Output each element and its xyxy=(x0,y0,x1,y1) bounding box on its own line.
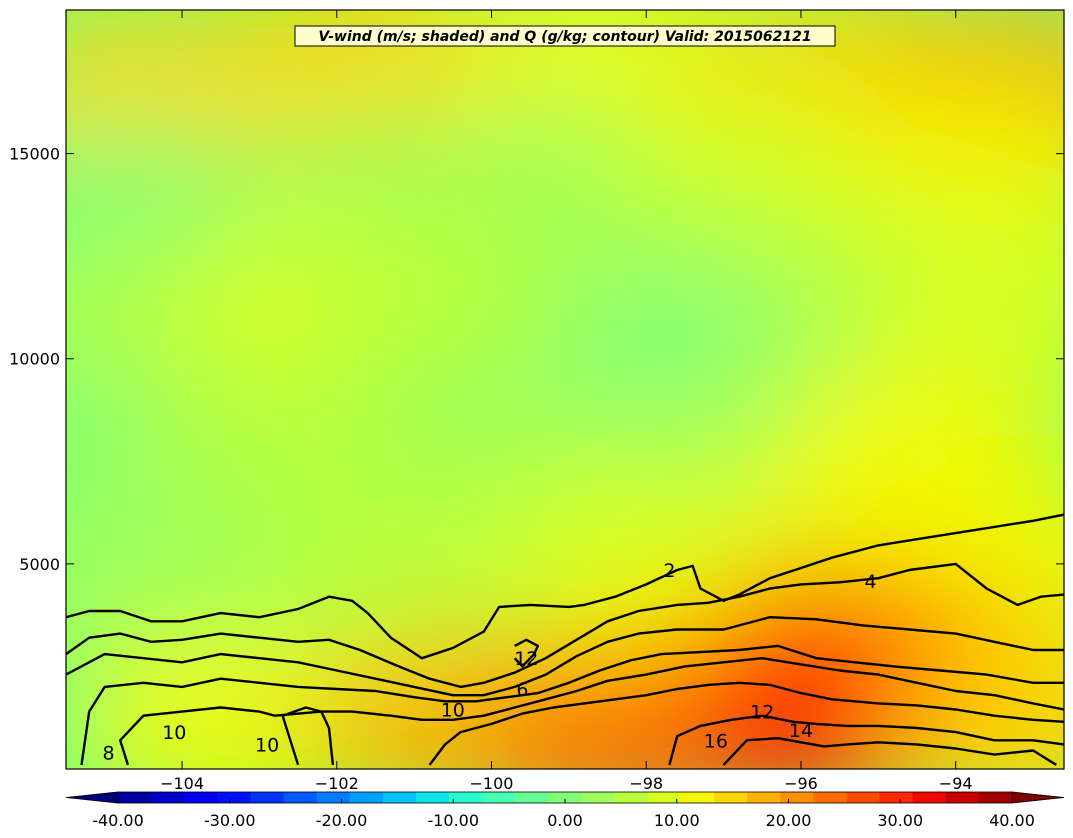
colorbar-segment xyxy=(581,792,616,803)
contour-label: 10 xyxy=(255,734,279,756)
contour-label: 4 xyxy=(865,571,877,593)
y-tick-label: 5000 xyxy=(19,555,60,574)
colorbar: -40.00 -30.00 -20.00 -10.00 0.00 10.00 20.00 30… xyxy=(65,791,1065,830)
q-contour-12 xyxy=(513,638,540,668)
colorbar-tick-label: 20.00 xyxy=(766,811,812,830)
colorbar-segment xyxy=(780,792,814,803)
colorbar-segments xyxy=(65,791,1065,804)
colorbar-segment xyxy=(118,792,152,803)
y-axis-ticks: 5000 10000 15000 xyxy=(9,145,1064,574)
colorbar-segment xyxy=(912,792,947,803)
colorbar-segment xyxy=(283,792,318,803)
colorbar-tick-label: -10.00 xyxy=(427,811,479,830)
chart-title-box: V-wind (m/s; shaded) and Q (g/kg; contou… xyxy=(294,25,836,47)
colorbar-segment xyxy=(349,792,384,803)
colorbar-extend-high xyxy=(1011,791,1065,804)
contour-label: 14 xyxy=(789,720,813,742)
colorbar-segment xyxy=(416,792,450,803)
chart-title: V-wind (m/s; shaded) and Q (g/kg; contou… xyxy=(318,29,811,45)
q-contour-4 xyxy=(66,562,1064,689)
contour-label: 16 xyxy=(704,730,728,752)
colorbar-segment xyxy=(813,792,847,803)
wind-field-cell xyxy=(70,633,371,769)
contour-label: 10 xyxy=(162,722,186,744)
colorbar-segment xyxy=(714,792,748,803)
colorbar-tick-label: 40.00 xyxy=(989,811,1035,830)
colorbar-segment xyxy=(978,792,1013,803)
contour-label: 10 xyxy=(441,700,465,722)
contour-label: 6 xyxy=(516,679,528,701)
contour-labels: 2 4 6 8 10 10 10 12 14 16 12 xyxy=(103,560,877,765)
colorbar-segment xyxy=(846,792,881,803)
colorbar-segment xyxy=(647,792,682,803)
q-contour-6 xyxy=(66,616,1064,697)
contour-label: 2 xyxy=(663,560,675,582)
q-contour-12 xyxy=(428,681,1064,766)
colorbar-tick-label: 0.00 xyxy=(547,811,583,830)
colorbar-segment xyxy=(184,792,218,803)
contour-label: 8 xyxy=(103,743,115,765)
plot-frame xyxy=(65,9,1065,770)
q-contour-14 xyxy=(668,714,1064,766)
x-tick-label: −104 xyxy=(160,774,204,793)
colorbar-segment xyxy=(614,792,649,803)
contour-label: 12 xyxy=(750,702,774,724)
colorbar-segment xyxy=(217,792,251,803)
colorbar-tick-label: -20.00 xyxy=(316,811,368,830)
colorbar-tick-label: 10.00 xyxy=(654,811,700,830)
colorbar-segment xyxy=(449,792,483,803)
colorbar-segment xyxy=(879,792,914,803)
colorbar-tick-label: -30.00 xyxy=(204,811,256,830)
q-contour-10 xyxy=(281,706,335,766)
y-tick-label: 10000 xyxy=(9,350,60,369)
q-contour-16 xyxy=(722,737,1057,766)
colorbar-segment xyxy=(548,792,583,803)
colorbar-tick-label: 30.00 xyxy=(877,811,923,830)
colorbar-segment xyxy=(747,792,781,803)
x-tick-label: −96 xyxy=(784,774,818,793)
x-tick-label: −102 xyxy=(315,774,359,793)
colorbar-segment xyxy=(250,792,285,803)
x-tick-label: −100 xyxy=(470,774,514,793)
colorbar-segment xyxy=(316,792,351,803)
colorbar-ticks: -40.00 -30.00 -20.00 -10.00 0.00 10.00 20.00 30… xyxy=(92,799,1035,830)
chart-title-background xyxy=(294,25,836,47)
colorbar-segment xyxy=(680,792,715,803)
q-contour-2 xyxy=(66,513,1064,660)
humidity-contours xyxy=(66,513,1064,766)
q-contour-8 xyxy=(80,644,1064,766)
colorbar-segment xyxy=(382,792,417,803)
y-tick-label: 15000 xyxy=(9,145,60,164)
q-contour-10 xyxy=(119,657,1064,766)
colorbar-segment xyxy=(151,792,185,803)
colorbar-extend-low xyxy=(65,791,119,804)
colorbar-tick-label: -40.00 xyxy=(92,811,144,830)
x-tick-label: −94 xyxy=(939,774,973,793)
contour-label: 12 xyxy=(514,648,538,670)
colorbar-segment xyxy=(482,792,516,803)
colorbar-segment xyxy=(945,792,980,803)
x-tick-label: −98 xyxy=(629,774,663,793)
colorbar-segment xyxy=(515,792,549,803)
x-axis-ticks: −104 −102 −100 −98 −96 −94 xyxy=(160,10,973,793)
